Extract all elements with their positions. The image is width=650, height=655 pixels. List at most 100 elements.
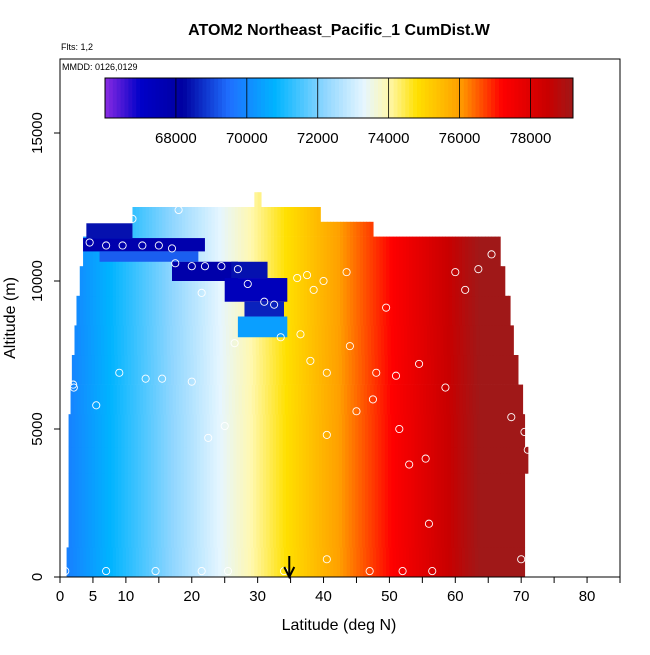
colorbar-segment bbox=[553, 78, 558, 118]
heatmap-cell bbox=[204, 221, 209, 237]
heatmap-cell bbox=[469, 325, 474, 356]
heatmap-cell bbox=[81, 355, 86, 385]
heatmap-cell bbox=[422, 236, 427, 267]
heatmap-cell bbox=[351, 355, 356, 385]
colorbar-segment bbox=[140, 78, 145, 118]
heatmap-cell bbox=[262, 473, 267, 548]
heatmap-cell bbox=[320, 295, 325, 326]
heatmap-cell bbox=[444, 473, 448, 548]
colorbar-segment bbox=[491, 78, 496, 118]
heatmap-cell bbox=[131, 355, 136, 385]
heatmap-cell bbox=[338, 446, 343, 474]
heatmap-cell bbox=[244, 236, 249, 267]
observation-marker bbox=[171, 259, 180, 268]
heatmap-cell bbox=[297, 384, 302, 415]
heatmap-cell bbox=[381, 355, 386, 385]
heatmap-cell bbox=[162, 384, 167, 415]
observation-marker bbox=[415, 359, 424, 368]
heatmap-cell bbox=[285, 446, 290, 474]
colorbar-segment bbox=[323, 78, 328, 118]
arrow-head bbox=[283, 566, 296, 580]
heatmap-cell bbox=[236, 446, 241, 474]
heatmap-cell bbox=[356, 295, 361, 326]
heatmap-cell bbox=[320, 384, 325, 415]
heatmap-cell bbox=[494, 266, 499, 297]
heatmap-cell bbox=[108, 355, 112, 385]
heatmap-cell bbox=[498, 236, 501, 267]
heatmap-cell bbox=[508, 295, 511, 326]
heatmap-cell bbox=[198, 295, 203, 326]
heatmap-cell bbox=[316, 221, 321, 237]
heatmap-cell bbox=[121, 355, 126, 385]
heatmap-cell bbox=[496, 473, 501, 548]
heatmap-cell bbox=[503, 414, 508, 448]
heatmap-cell bbox=[99, 295, 104, 326]
heatmap-cell bbox=[480, 446, 485, 474]
heatmap-cell bbox=[356, 547, 361, 578]
colorbar-segment bbox=[498, 78, 504, 118]
heatmap-cell bbox=[438, 295, 443, 326]
heatmap-cell bbox=[264, 384, 269, 415]
heatmap-cell bbox=[470, 473, 475, 548]
heatmap-cell bbox=[475, 547, 479, 578]
heatmap-cell bbox=[204, 266, 209, 297]
heatmap-cell bbox=[133, 325, 138, 356]
heatmap-cell bbox=[137, 473, 142, 548]
colorbar-segment bbox=[366, 78, 371, 118]
heatmap-cell bbox=[90, 384, 95, 415]
heatmap-cell bbox=[266, 355, 271, 385]
heatmap-cell bbox=[122, 295, 127, 326]
heatmap-cell bbox=[356, 266, 361, 297]
heatmap-cell bbox=[282, 446, 287, 474]
heatmap-cell bbox=[222, 325, 227, 356]
heatmap-cell bbox=[389, 266, 394, 297]
heatmap-cell bbox=[117, 473, 122, 548]
heatmap-cell bbox=[94, 414, 99, 448]
heatmap-cell bbox=[193, 355, 198, 385]
heatmap-cell bbox=[353, 221, 358, 237]
heatmap-cell bbox=[475, 295, 479, 326]
heatmap-cell bbox=[99, 547, 104, 578]
heatmap-cell bbox=[410, 325, 415, 356]
heatmap-cell bbox=[388, 473, 392, 548]
heatmap-cell bbox=[121, 473, 126, 548]
colorbar-segment bbox=[245, 78, 250, 118]
heatmap-cell bbox=[249, 355, 254, 385]
colorbar-segment bbox=[183, 78, 188, 118]
observation-marker bbox=[158, 374, 167, 383]
heatmap-cell bbox=[180, 414, 185, 448]
heatmap-cell bbox=[445, 266, 450, 297]
heatmap-cell bbox=[389, 547, 394, 578]
heatmap-cell bbox=[134, 355, 139, 385]
heatmap-cell bbox=[264, 547, 269, 578]
heatmap-cell bbox=[188, 266, 193, 297]
heatmap-cell bbox=[177, 446, 182, 474]
heatmap-cell bbox=[414, 446, 419, 474]
heatmap-cell bbox=[248, 384, 253, 415]
heatmap-cell bbox=[223, 414, 228, 448]
heatmap-cell bbox=[197, 355, 201, 385]
heatmap-cell bbox=[378, 414, 383, 448]
heatmap-cell bbox=[305, 446, 310, 474]
observation-marker bbox=[520, 427, 529, 437]
heatmap-cell bbox=[380, 325, 385, 356]
heatmap-cell bbox=[228, 207, 232, 223]
heatmap-cell bbox=[372, 236, 377, 267]
heatmap-cell bbox=[308, 325, 313, 356]
heatmap-cell bbox=[239, 446, 244, 474]
heatmap-cell bbox=[346, 547, 351, 578]
heatmap-cell bbox=[325, 355, 330, 385]
heatmap-cell bbox=[312, 446, 317, 474]
heatmap-cell bbox=[256, 414, 261, 448]
observation-marker bbox=[405, 460, 414, 469]
heatmap-cell bbox=[200, 446, 205, 474]
heatmap-cell bbox=[94, 473, 99, 548]
heatmap-cell bbox=[484, 266, 489, 297]
observation-marker bbox=[69, 383, 78, 392]
heatmap-cell bbox=[333, 236, 338, 267]
heatmap-cell bbox=[98, 473, 103, 548]
heatmap-cell bbox=[269, 446, 274, 474]
heatmap-cell bbox=[201, 295, 206, 326]
heatmap-cell bbox=[142, 221, 147, 237]
heatmap-cell bbox=[417, 473, 422, 548]
